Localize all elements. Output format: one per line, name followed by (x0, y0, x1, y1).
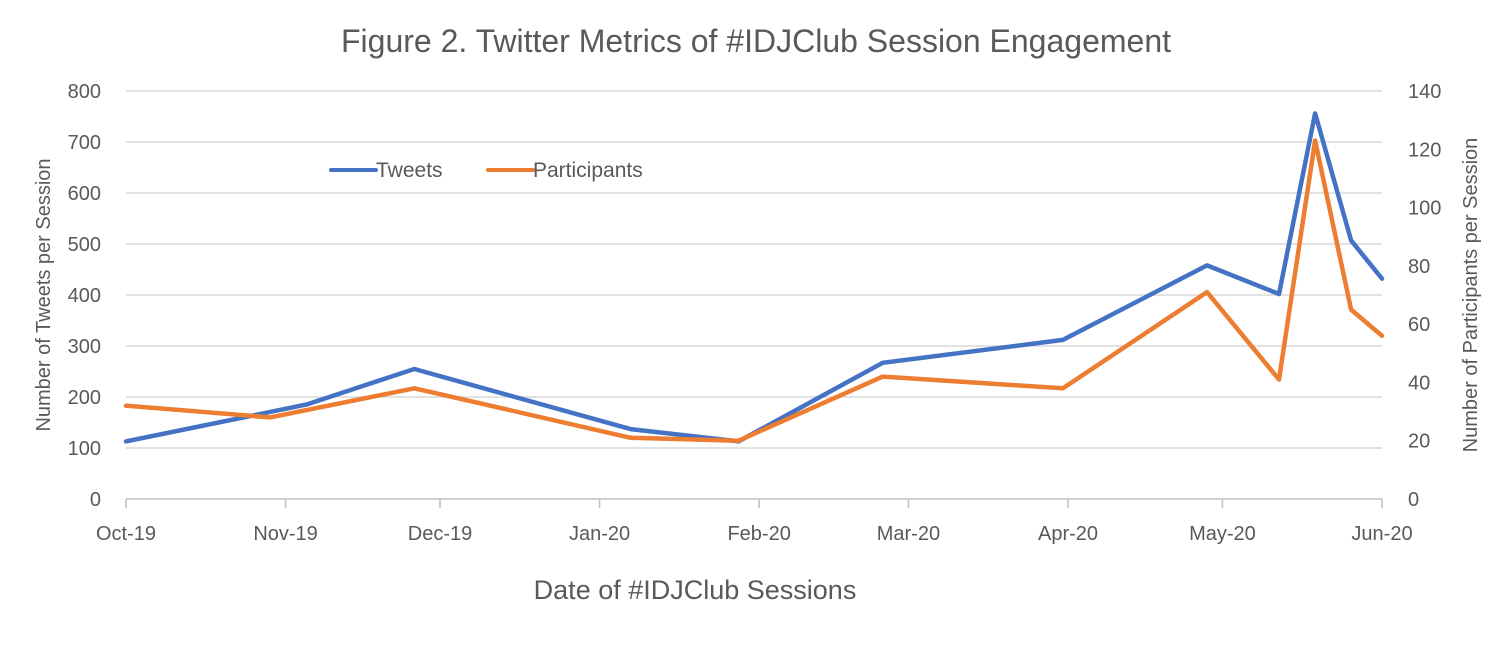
tick-labels: 0 100 200 300 400 500 600 700 800 0 20 40 60 80 100 120… (68, 81, 1442, 545)
x-tick-label: Jan-20 (569, 523, 630, 545)
y-tick-label: 500 (68, 234, 101, 256)
y2-tick-label: 20 (1408, 431, 1430, 453)
y-axis-label: Number of Tweets per Session (33, 158, 55, 431)
x-tick-label: Mar-20 (877, 523, 940, 545)
x-tick-label: May-20 (1189, 523, 1256, 545)
y-tick-label: 0 (90, 489, 101, 511)
chart-title: Figure 2. Twitter Metrics of #IDJClub Se… (341, 23, 1171, 59)
y2-tick-label: 60 (1408, 314, 1430, 336)
gridlines (126, 90, 1382, 449)
series-lines (123, 111, 1385, 444)
y2-tick-label: 80 (1408, 256, 1430, 278)
y-tick-label: 100 (68, 438, 101, 460)
y2-tick-label: 140 (1408, 81, 1441, 103)
x-axis-label: Date of #IDJClub Sessions (534, 575, 857, 605)
y-tick-label: 800 (68, 81, 101, 103)
y2-axis-label: Number of Participants per Session (1460, 138, 1482, 453)
x-tick-label: Nov-19 (253, 523, 317, 545)
y-tick-label: 700 (68, 132, 101, 154)
y-tick-label: 200 (68, 387, 101, 409)
y2-tick-label: 0 (1408, 489, 1419, 511)
y-tick-label: 600 (68, 183, 101, 205)
y2-tick-label: 40 (1408, 372, 1430, 394)
axes (125, 498, 1383, 508)
legend-label-participants: Participants (533, 159, 643, 182)
x-tick-label: Dec-19 (408, 523, 472, 545)
x-tick-label: Oct-19 (96, 523, 156, 545)
y-tick-label: 400 (68, 285, 101, 307)
x-tick-label: Jun-20 (1351, 523, 1412, 545)
series-line-participants (123, 138, 1385, 443)
y-tick-label: 300 (68, 336, 101, 358)
series-line-tweets (123, 111, 1385, 444)
y2-tick-label: 120 (1408, 139, 1441, 161)
legend: Tweets Participants (329, 159, 643, 182)
y2-tick-label: 100 (1408, 198, 1441, 220)
x-tick-label: Apr-20 (1038, 523, 1098, 545)
x-tick-label: Feb-20 (727, 523, 790, 545)
legend-label-tweets: Tweets (376, 159, 443, 182)
